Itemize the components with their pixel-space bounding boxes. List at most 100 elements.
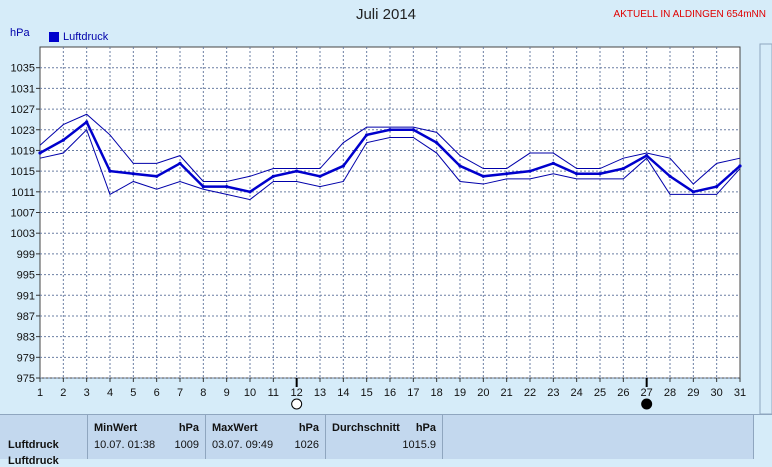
y-tick-label: 1031 bbox=[11, 83, 35, 95]
x-tick-label: 28 bbox=[664, 387, 676, 399]
y-tick-label: 1035 bbox=[11, 63, 35, 75]
avg-unit: hPa bbox=[415, 422, 436, 434]
y-tick-label: 1015 bbox=[11, 166, 35, 178]
y-tick-label: 1019 bbox=[11, 145, 35, 157]
avg-header: Durchschnitt bbox=[332, 422, 400, 434]
min-unit: hPa bbox=[178, 422, 199, 434]
stats-scroll-edge bbox=[753, 415, 772, 459]
y-tick-label: 999 bbox=[17, 249, 35, 261]
data-point bbox=[668, 174, 672, 178]
min-value: 1009 bbox=[174, 439, 199, 451]
x-tick-label: 31 bbox=[734, 387, 746, 399]
x-tick-label: 11 bbox=[268, 387, 279, 399]
data-point bbox=[225, 185, 229, 189]
x-tick-label: 14 bbox=[337, 387, 349, 399]
data-point bbox=[481, 174, 485, 178]
x-tick-label: 5 bbox=[130, 387, 136, 399]
data-point bbox=[528, 169, 532, 173]
x-tick-label: 9 bbox=[224, 387, 230, 399]
min-date: 10.07. 01:38 bbox=[94, 439, 156, 451]
avg-value: 1015.9 bbox=[402, 439, 436, 451]
data-point bbox=[738, 164, 742, 168]
full-moon-icon bbox=[291, 398, 303, 410]
x-tick-label: 13 bbox=[314, 387, 326, 399]
new-moon-icon bbox=[641, 398, 653, 410]
data-point bbox=[458, 164, 462, 168]
x-tick-label: 2 bbox=[60, 387, 66, 399]
data-point bbox=[248, 190, 252, 194]
pressure-chart: 9759799839879919959991003100710111015101… bbox=[11, 43, 772, 414]
y-tick-label: 995 bbox=[17, 270, 35, 282]
data-point bbox=[131, 172, 135, 176]
x-tick-label: 27 bbox=[641, 387, 653, 399]
x-tick-label: 20 bbox=[477, 387, 489, 399]
data-point bbox=[178, 161, 182, 165]
x-tick-label: 22 bbox=[524, 387, 536, 399]
x-tick-label: 25 bbox=[594, 387, 606, 399]
y-tick-label: 1023 bbox=[11, 125, 35, 137]
data-point bbox=[598, 172, 602, 176]
location-label: AKTUELL IN ALDINGEN 654mNN bbox=[613, 9, 766, 20]
data-point bbox=[201, 185, 205, 189]
scroll-edge bbox=[759, 43, 772, 414]
stats-row-label-cut: Luftdruck bbox=[8, 455, 59, 467]
x-tick-label: 6 bbox=[154, 387, 160, 399]
empty-cell bbox=[442, 415, 753, 459]
x-tick-label: 4 bbox=[107, 387, 113, 399]
x-tick-label: 15 bbox=[361, 387, 373, 399]
x-tick-label: 7 bbox=[177, 387, 183, 399]
y-tick-label: 1027 bbox=[11, 104, 35, 116]
data-point bbox=[551, 161, 555, 165]
data-point bbox=[155, 174, 159, 178]
x-tick-label: 21 bbox=[501, 387, 513, 399]
data-point bbox=[435, 141, 439, 145]
x-tick-label: 10 bbox=[244, 387, 256, 399]
data-point bbox=[505, 172, 509, 176]
y-tick-label: 983 bbox=[17, 332, 35, 344]
data-point bbox=[295, 169, 299, 173]
y-tick-label: 987 bbox=[17, 311, 35, 323]
legend: Luftdruck bbox=[49, 31, 108, 43]
data-point bbox=[411, 128, 415, 132]
y-tick-label: 975 bbox=[17, 373, 35, 385]
data-point bbox=[621, 166, 625, 171]
data-point bbox=[38, 151, 42, 155]
x-tick-label: 30 bbox=[711, 387, 723, 399]
x-tick-label: 24 bbox=[571, 387, 583, 399]
x-tick-label: 16 bbox=[384, 387, 396, 399]
stats-panel: Luftdruck Luftdruck MinWert hPa 10.07. 0… bbox=[0, 414, 772, 467]
data-point bbox=[318, 174, 322, 178]
data-point bbox=[61, 138, 65, 142]
data-point bbox=[575, 172, 579, 176]
x-tick-label: 12 bbox=[291, 387, 303, 399]
data-point bbox=[108, 169, 112, 173]
data-point bbox=[271, 174, 275, 178]
max-header: MaxWert bbox=[212, 422, 258, 434]
x-tick-label: 17 bbox=[407, 387, 419, 399]
y-tick-label: 1007 bbox=[11, 208, 35, 220]
chart-title: Juli 2014 bbox=[355, 6, 417, 23]
series-line-max bbox=[39, 113, 741, 185]
x-tick-label: 29 bbox=[687, 387, 699, 399]
y-tick-label: 979 bbox=[17, 352, 35, 364]
max-unit: hPa bbox=[298, 422, 319, 434]
x-tick-label: 23 bbox=[547, 387, 559, 399]
y-tick-label: 991 bbox=[17, 290, 35, 302]
y-tick-label: 1011 bbox=[11, 187, 35, 199]
x-tick-label: 18 bbox=[431, 387, 443, 399]
avg-cell: Durchschnitt hPa 1015.9 bbox=[325, 415, 442, 459]
data-point bbox=[715, 185, 719, 189]
data-point bbox=[341, 164, 345, 168]
x-tick-label: 1 bbox=[37, 387, 43, 399]
max-cell: MaxWert hPa 03.07. 09:49 1026 bbox=[205, 415, 325, 459]
x-tick-label: 26 bbox=[617, 387, 629, 399]
series-line-min bbox=[39, 128, 741, 201]
x-tick-label: 3 bbox=[84, 387, 90, 399]
max-value: 1026 bbox=[294, 439, 319, 451]
x-tick-label: 8 bbox=[200, 387, 206, 399]
data-point bbox=[388, 128, 392, 132]
y-axis-unit: hPa bbox=[10, 27, 30, 39]
y-tick-label: 1003 bbox=[11, 228, 35, 240]
data-point bbox=[645, 154, 649, 158]
stats-row-label: Luftdruck bbox=[8, 439, 59, 451]
